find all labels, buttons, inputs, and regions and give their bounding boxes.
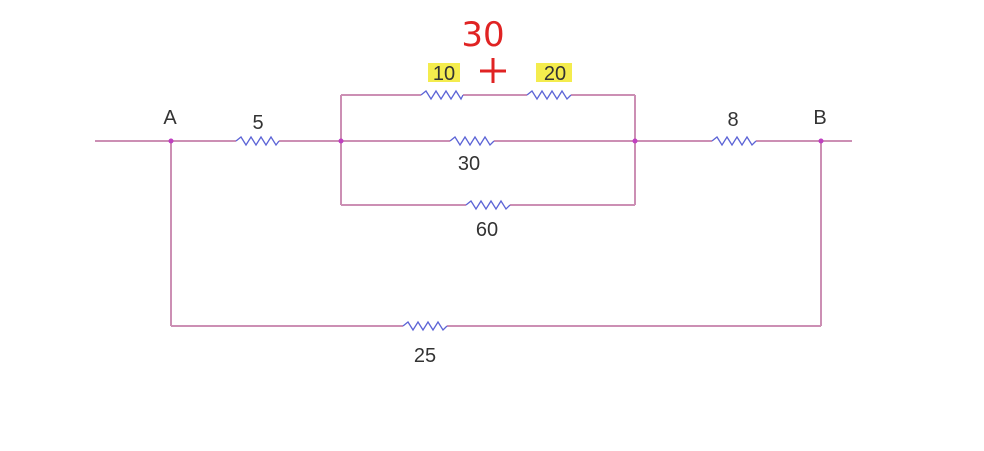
resistor-8-symbol — [711, 135, 757, 147]
annotation-sum: 30 — [461, 15, 504, 55]
resistor-5-label: 5 — [252, 112, 263, 134]
resistor-60-symbol — [465, 199, 511, 211]
resistor-30-label: 30 — [458, 153, 480, 175]
resistor-8-label: 8 — [727, 109, 738, 131]
resistor-20-symbol — [526, 89, 572, 101]
resistor-5-symbol — [235, 135, 280, 147]
junction-b — [818, 138, 824, 144]
junction-a — [168, 138, 174, 144]
junction-block-right — [632, 138, 638, 144]
highlight-20 — [536, 63, 572, 82]
resistor-60-label: 60 — [476, 219, 498, 241]
node-label-b: B — [813, 107, 826, 129]
resistor-30-symbol — [449, 135, 495, 147]
junction-block-left — [338, 138, 344, 144]
resistor-20-label: 20 — [544, 63, 566, 85]
highlight-10 — [428, 63, 460, 82]
resistor-10-label: 10 — [433, 63, 455, 85]
annotation-plus-sign — [480, 58, 506, 83]
resistor-25-label: 25 — [414, 345, 436, 367]
resistor-10-symbol — [420, 89, 464, 101]
resistor-25-symbol — [402, 320, 448, 332]
node-label-a: A — [163, 107, 177, 129]
